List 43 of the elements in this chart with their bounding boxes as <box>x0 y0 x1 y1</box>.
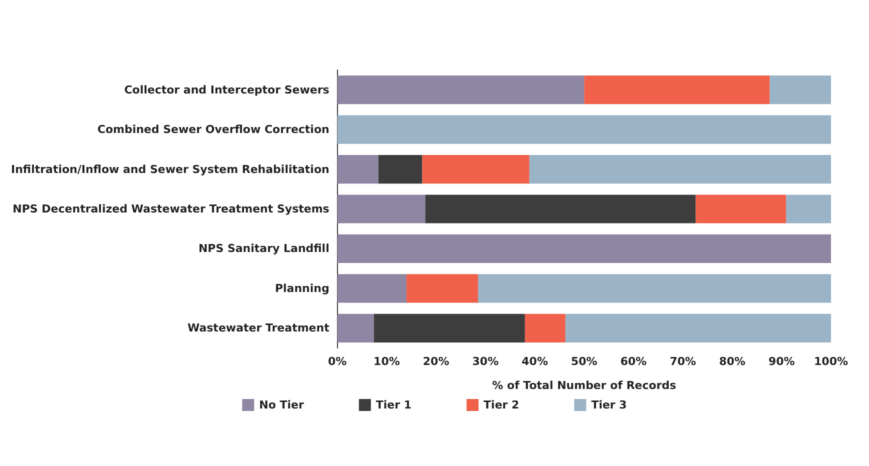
x-tick-label: 80% <box>719 355 746 368</box>
bar <box>425 194 696 224</box>
x-tick-label: 60% <box>620 355 647 368</box>
y-tick-label: Combined Sewer Overflow Correction <box>97 123 330 136</box>
y-tick-label: Infiltration/Inflow and Sewer System Rehabilitation <box>10 162 330 176</box>
x-tick-label: 70% <box>670 355 696 368</box>
bar <box>696 194 786 224</box>
bar <box>565 314 831 342</box>
x-tick-label: 90% <box>768 355 795 368</box>
x-tick-label: 50% <box>571 355 598 368</box>
legend-label: Tier 2 <box>484 398 520 412</box>
x-tick-label: 0% <box>328 355 347 368</box>
legend-label: Tier 1 <box>376 398 412 412</box>
bar <box>337 76 584 104</box>
bar <box>337 234 831 264</box>
bar <box>374 314 525 342</box>
bar <box>524 314 566 342</box>
y-tick-label: NPS Sanitary Landfill <box>198 242 330 256</box>
y-tick-label: Wastewater Treatment <box>187 322 330 335</box>
bar <box>786 194 831 224</box>
bar <box>337 115 831 144</box>
x-tick-label: 10% <box>374 355 400 368</box>
bar <box>529 154 831 184</box>
y-tick-label: NPS Decentralized Wastewater Treatment Systems <box>12 202 330 216</box>
bar <box>406 274 478 303</box>
y-tick-label: Collector and Interceptor Sewers <box>124 83 330 96</box>
x-axis-title: % of Total Number of Records <box>492 379 677 392</box>
bar <box>337 194 426 224</box>
bar <box>770 76 831 104</box>
bar <box>337 274 406 303</box>
x-tick-label: 40% <box>522 355 548 368</box>
bar <box>378 154 422 184</box>
legend-label: Tier 3 <box>591 398 627 412</box>
legend-label: No Tier <box>259 398 304 412</box>
x-tick-label: 20% <box>422 355 450 368</box>
bar <box>422 154 530 184</box>
bar <box>337 314 374 342</box>
y-tick-label: Planning <box>274 282 330 295</box>
bar <box>584 76 770 104</box>
x-tick-label: 100% <box>814 355 848 368</box>
x-tick-label: 30% <box>472 355 499 368</box>
bar <box>478 274 831 303</box>
bar <box>337 154 378 184</box>
